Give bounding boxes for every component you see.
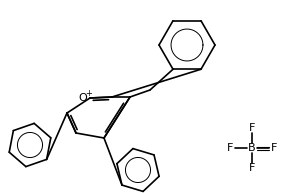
Text: +: + xyxy=(85,89,92,97)
Text: B: B xyxy=(248,143,256,153)
Text: O: O xyxy=(79,93,87,103)
Text: F: F xyxy=(249,123,255,133)
Text: F: F xyxy=(249,163,255,173)
Text: F: F xyxy=(271,143,277,153)
Text: F: F xyxy=(227,143,233,153)
